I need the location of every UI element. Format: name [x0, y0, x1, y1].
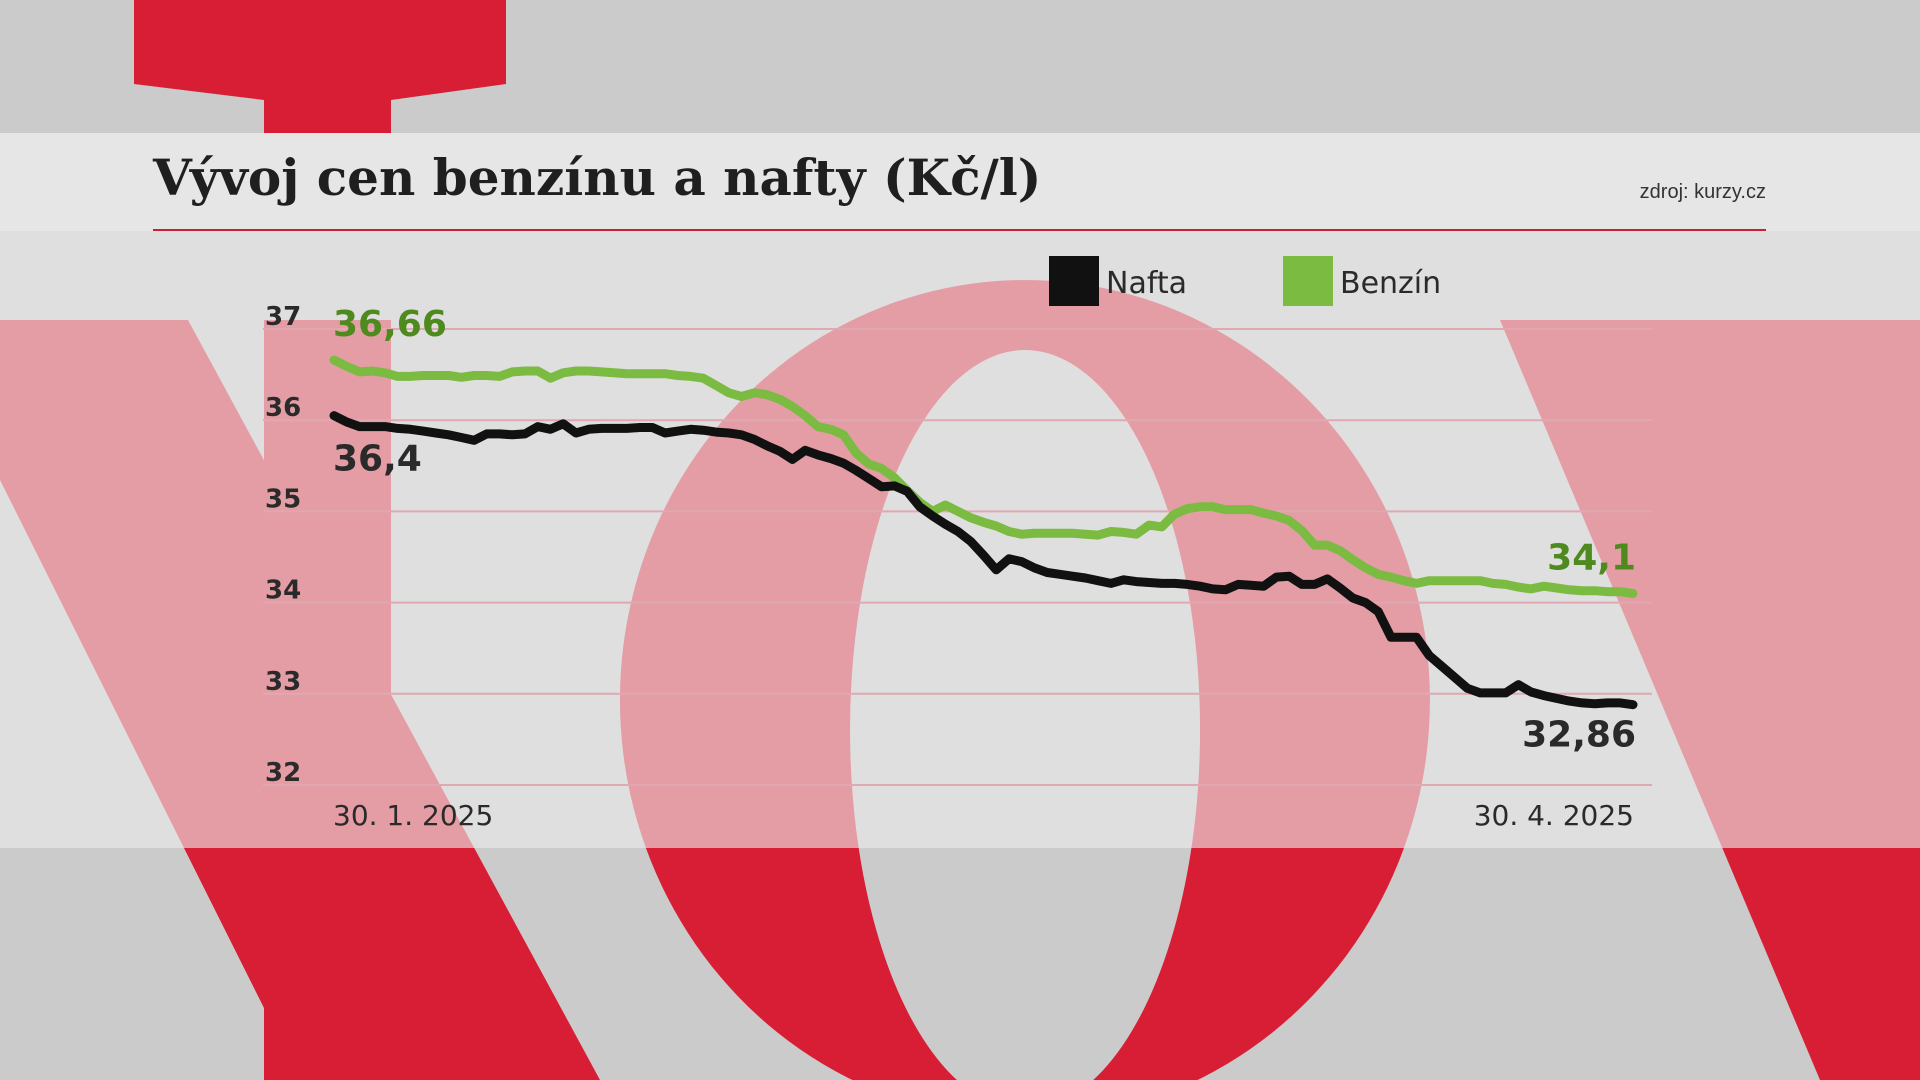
- legend-label-benzin: Benzín: [1340, 266, 1441, 301]
- y-tick-label: 33: [265, 667, 301, 697]
- logo-top-shape: [134, 0, 506, 133]
- legend-swatch-benzin: [1283, 256, 1333, 306]
- series-line-nafta: [329, 411, 1638, 710]
- chart-panel-background: [0, 133, 1920, 848]
- benzin-first-label: 36,66: [333, 304, 447, 345]
- benzin-last-label: 34,1: [1547, 537, 1636, 578]
- title-divider: [153, 229, 1766, 231]
- y-axis-ticks: 37 36 35 34 33 32: [265, 302, 301, 788]
- series-lines: [329, 355, 1638, 710]
- source-label: zdroj: kurzy.cz: [1639, 181, 1766, 203]
- nafta-last-label: 32,86: [1522, 715, 1636, 756]
- grid-lines: [263, 328, 1652, 786]
- y-tick-label: 37: [265, 302, 301, 332]
- legend: Nafta Benzín: [1049, 256, 1441, 306]
- nafta-first-label: 36,4: [333, 439, 422, 480]
- chart-title: Vývoj cen benzínu a nafty (Kč/l): [153, 148, 1042, 207]
- legend-swatch-nafta: [1049, 256, 1099, 306]
- x-tick-start: 30. 1. 2025: [333, 799, 493, 832]
- data-labels: 36,66 36,4 34,1 32,86: [333, 304, 1636, 756]
- x-axis-ticks: 30. 1. 2025 30. 4. 2025: [333, 799, 1634, 832]
- x-tick-end: 30. 4. 2025: [1474, 799, 1634, 832]
- y-tick-label: 34: [265, 576, 301, 606]
- legend-label-nafta: Nafta: [1106, 266, 1187, 301]
- y-tick-label: 35: [265, 484, 301, 514]
- title-band: [0, 133, 1920, 231]
- y-tick-label: 32: [265, 758, 301, 788]
- y-tick-label: 36: [265, 393, 301, 423]
- series-line-benzin: [329, 355, 1638, 598]
